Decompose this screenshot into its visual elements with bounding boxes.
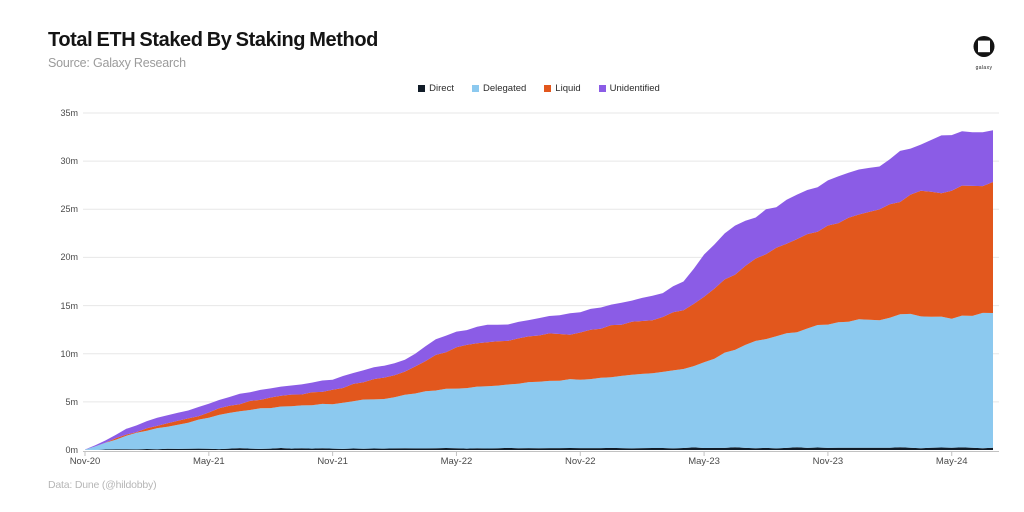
y-tick-label: 10m bbox=[60, 348, 78, 359]
x-tick-label: May-22 bbox=[440, 456, 473, 467]
source-subtitle: Source: Galaxy Research bbox=[48, 56, 186, 70]
legend-label: Direct bbox=[429, 83, 454, 94]
area-direct bbox=[85, 447, 993, 450]
legend-item-unidentified: Unidentified bbox=[598, 83, 660, 94]
unidentified-swatch-icon bbox=[598, 85, 606, 92]
page-title: Total ETH Staked By Staking Method bbox=[48, 29, 378, 51]
y-tick-label: 35m bbox=[60, 108, 78, 118]
legend: Direct Delegated Liquid Unidentified bbox=[85, 83, 993, 94]
x-tick-label: Nov-20 bbox=[69, 456, 101, 467]
data-credit: Data: Dune (@hildobby) bbox=[48, 479, 157, 491]
x-tick-label: May-24 bbox=[935, 456, 968, 467]
y-tick-label: 5m bbox=[65, 396, 78, 407]
legend-label: Unidentified bbox=[609, 83, 660, 94]
liquid-swatch-icon bbox=[544, 85, 552, 92]
y-tick-label: 25m bbox=[60, 204, 78, 215]
galaxy-logo-label: galaxy bbox=[975, 65, 993, 71]
x-tick-label: Nov-22 bbox=[564, 456, 596, 467]
galaxy-logo: galaxy bbox=[964, 35, 1004, 71]
legend-item-liquid: Liquid bbox=[544, 83, 581, 94]
legend-item-delegated: Delegated bbox=[471, 83, 527, 94]
legend-label: Delegated bbox=[482, 83, 527, 94]
direct-swatch-icon bbox=[418, 85, 426, 92]
y-tick-label: 0m bbox=[65, 445, 78, 455]
x-tick-label: Nov-21 bbox=[317, 456, 348, 467]
delegated-swatch-icon bbox=[471, 85, 479, 92]
area-liquid bbox=[85, 182, 993, 450]
x-tick-label: Nov-23 bbox=[812, 456, 844, 467]
y-tick-label: 15m bbox=[60, 300, 78, 311]
area-unidentified bbox=[85, 130, 993, 450]
y-tick-label: 30m bbox=[60, 156, 78, 167]
legend-label: Liquid bbox=[555, 83, 581, 94]
y-tick-label: 20m bbox=[60, 252, 78, 263]
galaxy-logo-icon bbox=[973, 36, 995, 57]
legend-item-direct: Direct bbox=[418, 83, 454, 94]
x-tick-label: May-23 bbox=[688, 456, 720, 467]
x-tick-label: May-21 bbox=[192, 456, 225, 467]
area-delegated bbox=[85, 312, 993, 450]
